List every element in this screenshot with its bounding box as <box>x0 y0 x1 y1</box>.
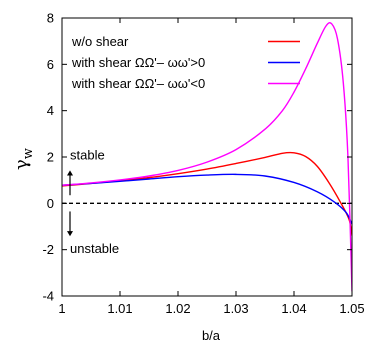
unstable-arrow-head <box>67 231 73 237</box>
series-line-1 <box>62 151 352 236</box>
legend: w/o shear with shear ΩΩ'– ωω'>0 with shear… <box>71 34 300 91</box>
unstable-annotation: unstable <box>70 241 119 256</box>
x-tick-label: 1.04 <box>281 301 306 316</box>
legend-label-3: with shear ΩΩ'– ωω'<0 <box>71 76 205 91</box>
stable-arrow-head <box>67 170 73 176</box>
x-tick-label: 1.05 <box>339 301 364 316</box>
y-tick-label: 2 <box>47 150 54 165</box>
y-tick-label: 6 <box>47 57 54 72</box>
legend-label-1: w/o shear <box>71 34 129 49</box>
x-tick-label: 1.02 <box>165 301 190 316</box>
y-axis-label: γw <box>11 148 36 170</box>
x-tick-label: 1 <box>58 301 65 316</box>
axes: 1 1.01 1.02 1.03 1.04 1.05 -4 -2 0 2 4 6 8 b/a γw <box>11 11 365 343</box>
stable-annotation: stable <box>70 147 105 162</box>
y-tick-label: -2 <box>42 242 54 257</box>
legend-label-2: with shear ΩΩ'– ωω'>0 <box>71 55 205 70</box>
annotations: stable unstable <box>67 147 119 256</box>
series-line-2 <box>62 173 352 225</box>
y-tick-label: 0 <box>47 196 54 211</box>
x-tick-label: 1.03 <box>223 301 248 316</box>
series-line-3 <box>62 22 352 292</box>
y-axis-label-symbol: γ <box>11 159 32 170</box>
x-axis-label: b/a <box>202 328 221 343</box>
plot-area <box>62 22 352 292</box>
y-tick-label: 4 <box>47 103 54 118</box>
y-tick-label: -4 <box>42 289 54 304</box>
x-tick-label: 1.01 <box>107 301 132 316</box>
y-tick-label: 8 <box>47 11 54 26</box>
y-axis-label-subscript: w <box>21 148 36 159</box>
